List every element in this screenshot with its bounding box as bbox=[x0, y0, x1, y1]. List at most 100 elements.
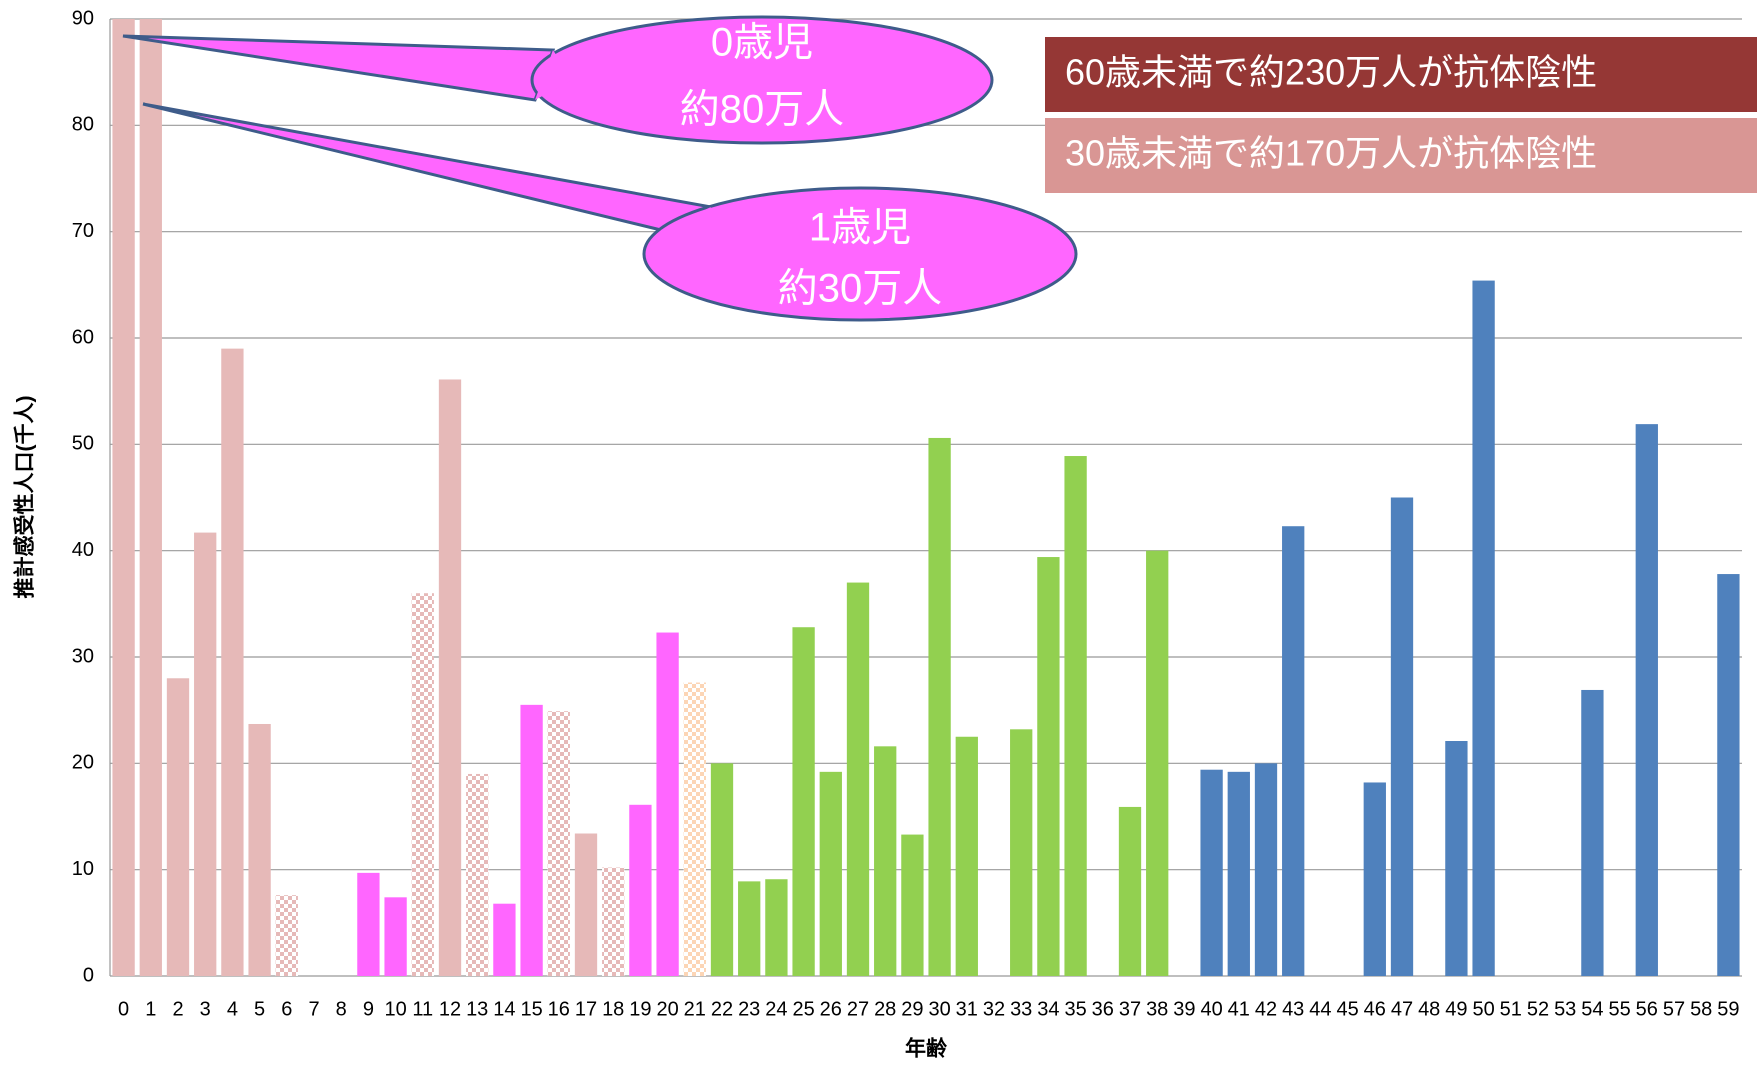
callout-join bbox=[661, 207, 711, 254]
bar bbox=[1445, 741, 1468, 976]
x-tick-label: 44 bbox=[1309, 998, 1331, 1020]
y-axis-title: 推計感受性人口(千人) bbox=[13, 396, 37, 599]
y-tick-label: 10 bbox=[72, 858, 94, 880]
bar bbox=[683, 682, 706, 976]
bar bbox=[438, 379, 462, 976]
x-tick-label: 31 bbox=[956, 998, 978, 1020]
bar bbox=[1146, 550, 1169, 976]
bar bbox=[493, 903, 516, 976]
x-tick-label: 7 bbox=[308, 998, 319, 1020]
x-tick-label: 39 bbox=[1173, 998, 1195, 1020]
bar bbox=[656, 632, 679, 976]
y-tick-label: 20 bbox=[72, 752, 94, 774]
x-tick-label: 57 bbox=[1663, 998, 1685, 1020]
bar bbox=[248, 723, 271, 976]
x-tick-label: 56 bbox=[1636, 998, 1658, 1020]
bar bbox=[738, 881, 761, 976]
x-tick-label: 5 bbox=[254, 998, 265, 1020]
bar bbox=[1581, 689, 1604, 976]
y-tick-label: 0 bbox=[83, 964, 94, 986]
x-tick-label: 40 bbox=[1200, 998, 1222, 1020]
x-tick-label: 8 bbox=[336, 998, 347, 1020]
x-tick-label: 13 bbox=[466, 998, 488, 1020]
callout-tail bbox=[122, 34, 556, 102]
callout bbox=[530, 15, 994, 145]
x-tick-label: 29 bbox=[901, 998, 923, 1020]
x-tick-label: 51 bbox=[1500, 998, 1522, 1020]
x-tick-label: 20 bbox=[656, 998, 678, 1020]
x-tick-label: 9 bbox=[363, 998, 374, 1020]
x-tick-label: 17 bbox=[575, 998, 597, 1020]
x-tick-label: 28 bbox=[874, 998, 896, 1020]
x-tick-label: 0 bbox=[118, 998, 129, 1020]
x-tick-label: 23 bbox=[738, 998, 760, 1020]
x-tick-label: 50 bbox=[1472, 998, 1494, 1020]
y-tick-label: 30 bbox=[72, 645, 94, 667]
x-tick-label: 32 bbox=[983, 998, 1005, 1020]
note-box bbox=[1045, 118, 1757, 193]
x-tick-label: 55 bbox=[1608, 998, 1630, 1020]
callout-text: 約30万人 bbox=[778, 267, 943, 311]
x-tick-label: 19 bbox=[629, 998, 651, 1020]
bar bbox=[1064, 456, 1087, 976]
bar bbox=[194, 532, 217, 976]
x-tick-label: 36 bbox=[1092, 998, 1114, 1020]
x-tick-label: 4 bbox=[227, 998, 238, 1020]
bars bbox=[112, 19, 1740, 976]
y-tick-label: 70 bbox=[72, 220, 94, 242]
bar bbox=[221, 348, 244, 976]
bar bbox=[1118, 806, 1142, 976]
x-tick-label: 43 bbox=[1282, 998, 1304, 1020]
bar bbox=[1254, 763, 1278, 976]
x-tick-label: 33 bbox=[1010, 998, 1032, 1020]
x-tick-label: 35 bbox=[1064, 998, 1086, 1020]
y-tick-label: 80 bbox=[72, 114, 94, 136]
bar bbox=[710, 763, 734, 976]
x-tick-label: 54 bbox=[1581, 998, 1603, 1020]
x-tick-label: 34 bbox=[1037, 998, 1059, 1020]
x-tick-label: 38 bbox=[1146, 998, 1168, 1020]
note-text: 30歳未満で約170万人が抗体陰性 bbox=[1065, 133, 1597, 174]
x-tick-label: 1 bbox=[145, 998, 156, 1020]
x-tick-label: 26 bbox=[820, 998, 842, 1020]
x-tick-label: 41 bbox=[1228, 998, 1250, 1020]
bar bbox=[574, 833, 598, 976]
x-tick-label: 22 bbox=[711, 998, 733, 1020]
x-tick-label: 6 bbox=[281, 998, 292, 1020]
bar bbox=[275, 895, 298, 976]
x-tick-label: 27 bbox=[847, 998, 869, 1020]
bar bbox=[1227, 771, 1250, 976]
x-tick-label: 2 bbox=[172, 998, 183, 1020]
x-tick-label: 10 bbox=[384, 998, 406, 1020]
callout-text: 0歳児 bbox=[711, 21, 813, 65]
x-tick-label: 53 bbox=[1554, 998, 1576, 1020]
note-box bbox=[1045, 37, 1757, 112]
x-tick-label: 14 bbox=[493, 998, 515, 1020]
x-tick-label: 46 bbox=[1364, 998, 1386, 1020]
y-tick-label: 60 bbox=[72, 326, 94, 348]
y-tick-label: 90 bbox=[72, 7, 94, 29]
bar bbox=[1635, 424, 1658, 976]
bar bbox=[1363, 782, 1386, 976]
x-tick-label: 16 bbox=[548, 998, 570, 1020]
bar bbox=[384, 897, 407, 976]
x-tick-label: 18 bbox=[602, 998, 624, 1020]
bar bbox=[928, 437, 951, 976]
x-tick-label: 37 bbox=[1119, 998, 1141, 1020]
bar bbox=[1717, 574, 1740, 976]
x-tick-label: 30 bbox=[928, 998, 950, 1020]
y-tick-label: 50 bbox=[72, 433, 94, 455]
callout bbox=[642, 186, 1078, 322]
bar bbox=[1282, 526, 1305, 976]
bar bbox=[411, 593, 434, 976]
bar bbox=[629, 804, 652, 976]
bar bbox=[765, 879, 788, 976]
note-text: 60歳未満で約230万人が抗体陰性 bbox=[1065, 52, 1597, 93]
bar bbox=[547, 711, 570, 976]
x-tick-label: 15 bbox=[520, 998, 542, 1020]
callout-text: 1歳児 bbox=[809, 206, 911, 250]
x-tick-label: 47 bbox=[1391, 998, 1413, 1020]
bar bbox=[1390, 497, 1414, 976]
bar bbox=[139, 19, 162, 976]
callout-text: 約80万人 bbox=[680, 88, 845, 132]
